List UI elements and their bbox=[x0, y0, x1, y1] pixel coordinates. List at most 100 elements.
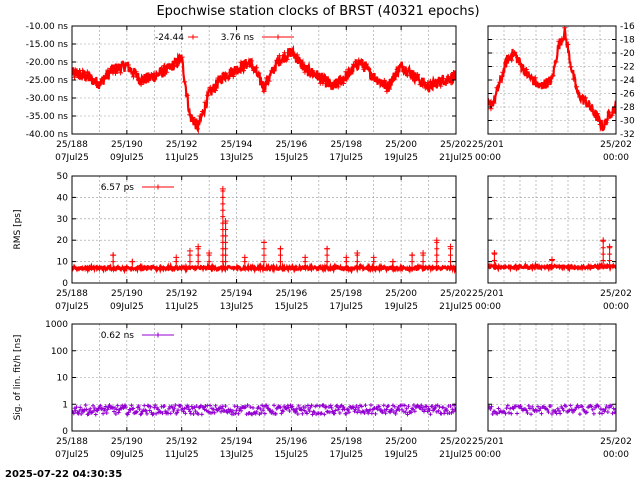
data-point bbox=[397, 64, 403, 70]
y-tick-label: -30 bbox=[620, 117, 635, 127]
panel-rms-main: 0 10 20 30 40 50 25/188 07Jul25 25/190 09Jul25 25/… bbox=[13, 172, 473, 312]
data-point bbox=[389, 76, 395, 82]
data-point bbox=[495, 411, 500, 416]
x-tick-label: 25/196 bbox=[276, 140, 308, 150]
data-point bbox=[223, 71, 229, 77]
data-point bbox=[219, 409, 224, 414]
data-point bbox=[348, 267, 353, 272]
y-tick-label: 40 bbox=[57, 193, 69, 203]
x-tick-date: 00:00 bbox=[603, 153, 629, 163]
data-point bbox=[568, 64, 574, 70]
data-point bbox=[434, 252, 440, 258]
data-point bbox=[310, 68, 316, 74]
x-tick-date: 07Jul25 bbox=[55, 153, 89, 163]
data-point bbox=[504, 406, 509, 411]
data-point bbox=[284, 57, 290, 63]
data-point bbox=[313, 265, 318, 270]
data-point bbox=[432, 265, 437, 270]
data-point bbox=[247, 265, 252, 270]
data-point bbox=[506, 265, 511, 270]
data-point bbox=[374, 77, 380, 83]
data-point bbox=[603, 120, 609, 126]
data-point bbox=[394, 265, 399, 270]
data-point bbox=[497, 79, 503, 85]
data-point bbox=[146, 78, 152, 84]
data-point bbox=[310, 412, 315, 417]
data-point bbox=[312, 72, 318, 78]
data-point bbox=[488, 264, 493, 269]
data-point bbox=[91, 408, 96, 413]
data-point bbox=[596, 266, 601, 271]
y-tick-label: 10 bbox=[57, 258, 69, 268]
x-tick-date: 15Jul25 bbox=[275, 450, 309, 460]
data-point bbox=[133, 267, 138, 272]
data-point bbox=[102, 406, 106, 411]
data-point bbox=[524, 264, 529, 269]
data-point bbox=[220, 214, 226, 220]
data-point bbox=[421, 405, 426, 410]
data-point bbox=[539, 411, 544, 416]
x-tick-date: 21Jul25 bbox=[439, 153, 473, 163]
data-point bbox=[519, 264, 524, 269]
data-point bbox=[166, 267, 171, 272]
data-point bbox=[79, 75, 85, 81]
data-point bbox=[536, 404, 541, 409]
data-point bbox=[549, 256, 555, 263]
data-point bbox=[424, 404, 429, 409]
panel-clock-main: -10.00 ns -15.00 ns -20.00 ns -25.00 ns -30.… bbox=[26, 22, 473, 163]
data-sig-main bbox=[72, 332, 456, 417]
data-point bbox=[585, 100, 591, 106]
data-point bbox=[86, 412, 91, 417]
data-point bbox=[588, 266, 593, 271]
data-point bbox=[448, 252, 454, 258]
y-tick-label: -24 bbox=[620, 76, 635, 86]
data-point bbox=[232, 404, 237, 409]
data-point bbox=[399, 63, 405, 69]
data-point bbox=[506, 54, 512, 60]
y-tick-label: 20 bbox=[57, 236, 69, 246]
data-point bbox=[596, 404, 601, 409]
y-axis-label: RMS [ps] bbox=[13, 209, 23, 249]
data-point bbox=[159, 265, 164, 270]
data-point bbox=[430, 404, 435, 409]
data-point bbox=[369, 411, 374, 416]
data-point bbox=[590, 407, 595, 412]
data-point bbox=[274, 57, 280, 63]
x-tick-label: 25/190 bbox=[111, 289, 143, 299]
data-point bbox=[262, 411, 267, 416]
legend-value: 6.57 ps bbox=[101, 183, 135, 193]
data-point bbox=[491, 100, 497, 106]
data-point bbox=[273, 411, 278, 416]
data-point bbox=[430, 79, 436, 85]
data-point bbox=[335, 84, 341, 90]
data-point bbox=[142, 403, 147, 408]
data-point bbox=[287, 408, 292, 413]
data-point bbox=[375, 407, 380, 412]
data-point bbox=[425, 80, 431, 86]
data-point bbox=[305, 65, 311, 71]
data-point bbox=[438, 267, 443, 272]
data-point bbox=[153, 403, 158, 408]
y-axis-label: Sig. of lin. fit/h [ns] bbox=[13, 335, 23, 421]
data-point bbox=[410, 267, 415, 272]
data-point bbox=[294, 409, 298, 414]
data-point bbox=[302, 254, 309, 261]
x-tick-date: 21Jul25 bbox=[439, 450, 473, 460]
data-point bbox=[139, 411, 144, 416]
data-point bbox=[170, 267, 175, 272]
y-tick-label: 1000 bbox=[45, 320, 68, 330]
data-point bbox=[103, 404, 108, 409]
y-tick-label: -16 bbox=[620, 22, 635, 32]
data-point bbox=[277, 259, 283, 265]
data-point bbox=[614, 407, 616, 412]
data-point bbox=[238, 267, 243, 272]
data-point bbox=[404, 406, 409, 411]
data-point bbox=[516, 266, 521, 271]
data-point bbox=[107, 264, 112, 269]
data-point bbox=[350, 266, 355, 271]
data-point bbox=[203, 266, 208, 271]
data-point bbox=[454, 408, 456, 413]
data-point bbox=[330, 82, 336, 88]
data-point bbox=[417, 82, 423, 88]
data-point bbox=[571, 76, 577, 82]
